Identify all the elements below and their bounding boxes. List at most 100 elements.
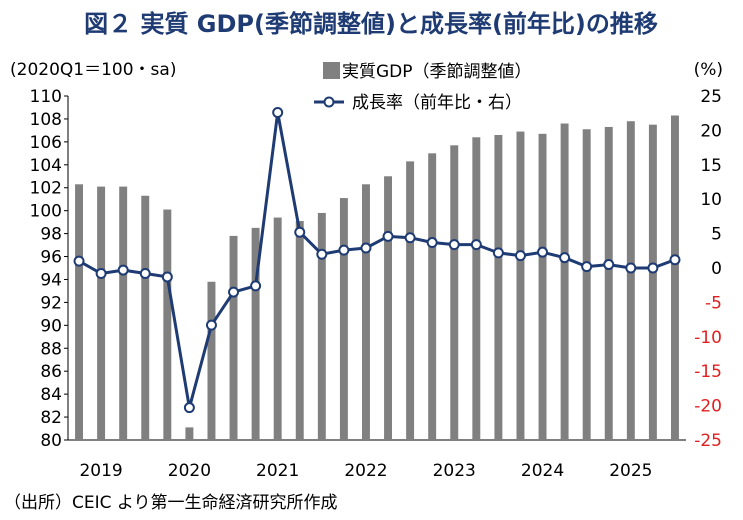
right-tick-label: -15 [694,362,722,382]
gdp-bar-2025Q4 [670,115,679,440]
right-tick-label: 0 [711,259,722,279]
legend: 実質GDP（季節調整値） 成長率（前年比・右） [314,62,532,113]
right-tick-label: 10 [700,190,722,210]
gdp-bar-2024Q3 [560,123,569,441]
growth-point-2020Q2 [183,402,195,414]
year-label: 2023 [433,461,476,481]
legend-line-marker [323,96,335,108]
growth-point-2022Q3 [382,230,394,242]
source-note: （出所）CEIC より第一生命経済研究所作成 [4,493,338,513]
year-label: 2022 [344,461,387,481]
right-axis-ticks: 25 20 15 10 5 0 -5 -10 -15 -20 -25 [694,87,722,451]
left-axis-unit-label: (2020Q1＝100・sa) [10,60,176,80]
gdp-bar-2024Q1 [516,131,525,440]
growth-point-2021Q1 [250,280,262,292]
gdp-bar-2024Q2 [538,133,547,440]
gdp-bar-2020Q2 [185,427,194,440]
growth-point-2019Q4 [139,268,151,280]
growth-point-2019Q1 [73,255,85,267]
year-label: 2019 [79,461,122,481]
right-axis-unit-label: (%) [694,60,723,80]
year-label: 2020 [168,461,211,481]
right-tick-label: 20 [700,121,722,141]
growth-point-2023Q1 [426,237,438,249]
right-tick-label: 15 [700,156,722,176]
gdp-bar-2024Q4 [582,129,591,440]
gdp-bar-2020Q4 [229,235,238,440]
left-tick-label: 102 [30,179,62,199]
year-label: 2024 [521,461,564,481]
left-tick-label: 106 [30,133,62,153]
gdp-bar-2023Q3 [472,137,481,440]
left-tick-label: 94 [40,270,62,290]
gdp-bar-2020Q3 [207,281,216,440]
gdp-bar-2022Q1 [339,198,348,440]
x-axis-year-labels: 2019 2020 2021 2022 2023 2024 2025 [79,461,652,481]
growth-point-2022Q1 [338,244,350,256]
chart-title: 図２ 実質 GDP(季節調整値)と成長率(前年比)の推移 [84,10,658,38]
growth-line [78,111,676,410]
gdp-bar-2023Q1 [428,153,437,441]
left-tick-label: 90 [40,316,62,336]
growth-point-2021Q2 [272,107,284,119]
gdp-bars [75,115,679,441]
growth-point-2021Q3 [294,226,306,238]
gdp-bar-2020Q1 [163,209,172,440]
growth-point-2024Q1 [514,250,526,262]
gdp-bar-2021Q2 [273,217,282,440]
growth-point-2025Q1 [603,259,615,271]
right-tick-label: -10 [694,328,722,348]
growth-point-2025Q2 [625,262,637,274]
legend-line-label: 成長率（前年比・右） [352,93,522,113]
left-tick-label: 82 [40,408,62,428]
growth-point-2023Q2 [448,239,460,251]
growth-point-2023Q3 [470,239,482,251]
gdp-bar-2025Q3 [648,124,657,441]
gdp-bar-2022Q2 [361,184,370,440]
gdp-bar-2019Q4 [141,195,150,440]
right-tick-label: -5 [705,293,722,313]
growth-point-2021Q4 [316,248,328,260]
growth-point-2024Q3 [559,252,571,264]
gdp-bar-2022Q4 [406,161,415,441]
gdp-bar-2022Q3 [384,176,393,440]
left-tick-label: 80 [40,431,62,451]
left-tick-label: 110 [30,87,62,107]
right-tick-label: 25 [700,87,722,107]
growth-point-2020Q1 [161,271,173,283]
left-tick-label: 84 [40,385,62,405]
gdp-bar-2019Q3 [119,186,128,440]
gdp-bar-2019Q2 [97,186,106,440]
left-tick-label: 88 [40,339,62,359]
left-tick-label: 100 [30,202,62,222]
legend-bar-label: 実質GDP（季節調整値） [342,62,532,82]
growth-line-layer [73,107,681,414]
right-tick-label: -25 [694,431,722,451]
growth-point-2022Q4 [404,232,416,244]
growth-point-2025Q4 [669,254,681,266]
growth-point-2020Q4 [228,286,240,298]
gdp-bar-2021Q3 [295,220,304,440]
gdp-bar-2021Q1 [251,227,260,440]
legend-bar-swatch [323,62,340,79]
left-tick-label: 104 [30,156,62,176]
gdp-bar-2023Q4 [494,134,503,440]
right-tick-label: -20 [694,397,722,417]
growth-point-2024Q4 [581,261,593,273]
gdp-bar-2019Q1 [75,184,84,440]
growth-point-2019Q2 [95,268,107,280]
growth-point-2024Q2 [537,246,549,258]
left-tick-label: 86 [40,362,62,382]
left-tick-label: 98 [40,225,62,245]
growth-point-2022Q2 [360,242,372,254]
gdp-bar-2025Q2 [626,121,635,440]
right-tick-label: 5 [711,225,722,245]
gdp-bar-2023Q2 [450,145,459,440]
year-label: 2025 [609,461,652,481]
left-tick-label: 92 [40,293,62,313]
left-tick-label: 108 [30,110,62,130]
growth-point-2019Q3 [117,264,129,276]
left-tick-label: 96 [40,248,62,268]
